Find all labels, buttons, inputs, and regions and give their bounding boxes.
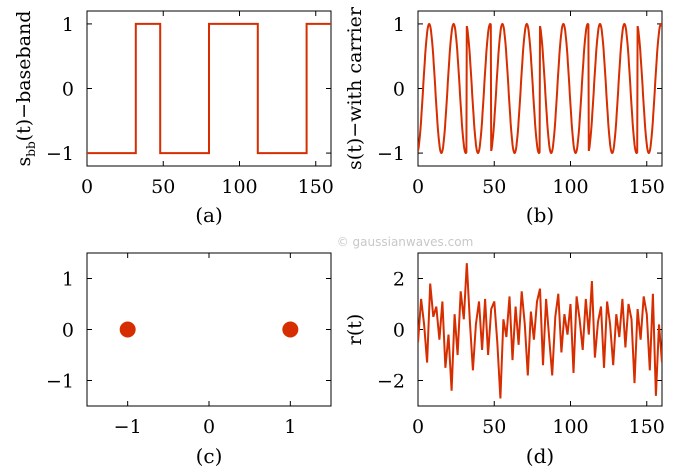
y-tick-label: 0	[393, 320, 405, 342]
y-tick-label: 0	[393, 79, 405, 101]
panel-caption: (a)	[195, 203, 223, 227]
y-tick-label: 1	[62, 269, 74, 291]
y-tick-label: −1	[46, 371, 74, 393]
x-tick-label: −1	[114, 416, 142, 438]
series-line	[87, 22, 331, 155]
x-tick-label: 150	[629, 416, 665, 438]
scatter-point	[119, 321, 136, 338]
x-tick-label: 100	[552, 416, 588, 438]
y-axis-label-main: r(t)	[344, 314, 366, 346]
y-axis-label: s(t)−with carrier	[344, 6, 366, 170]
panel-b: 0 50 100 150 −1 0 1 s(t)−with carrier (b)	[344, 6, 665, 227]
watermark: © gaussianwaves.com	[337, 235, 474, 249]
x-tick-label: 1	[284, 416, 296, 438]
y-axis-label-main: s(t)−with carrier	[344, 6, 366, 170]
y-tick-label: 0	[62, 79, 74, 101]
series-line	[418, 263, 662, 399]
panel-caption: (c)	[196, 444, 223, 468]
y-tick-label: 1	[393, 14, 405, 36]
panel-d: 0 50 100 150 −2 0 2 r(t) (d)	[344, 252, 665, 468]
panel-caption: (b)	[526, 203, 554, 227]
x-tick-label: 50	[482, 176, 506, 198]
series-line	[418, 22, 662, 155]
x-tick-label: 0	[412, 416, 424, 438]
y-axis-label: r(t)	[344, 314, 366, 346]
y-axis-label-rest: (t)−baseband	[13, 11, 35, 142]
panel-caption: (d)	[526, 444, 554, 468]
x-tick-label: 0	[81, 176, 93, 198]
y-tick-label: −2	[377, 371, 405, 393]
x-tick-label: 100	[221, 176, 257, 198]
y-axis-label-subscript: bb	[24, 141, 38, 157]
panel-c: −1 0 1 −1 0 1 (c)	[46, 252, 332, 468]
y-tick-label: 0	[62, 320, 74, 342]
scatter-point	[282, 321, 299, 338]
x-tick-label: 150	[298, 176, 334, 198]
y-tick-label: 2	[393, 269, 405, 291]
x-tick-label: 0	[412, 176, 424, 198]
panel-a: 0 50 100 150 −1 0 1 sbb(t)−baseband (a)	[13, 10, 334, 227]
x-tick-label: 50	[151, 176, 175, 198]
y-tick-label: −1	[46, 143, 74, 165]
x-tick-label: 150	[629, 176, 665, 198]
y-axis-label: sbb(t)−baseband	[13, 11, 38, 167]
y-tick-label: 1	[62, 14, 74, 36]
y-axis-label-main: s	[13, 157, 35, 167]
x-tick-label: 100	[552, 176, 588, 198]
x-tick-label: 50	[482, 416, 506, 438]
x-tick-label: 0	[203, 416, 215, 438]
y-tick-label: −1	[377, 143, 405, 165]
